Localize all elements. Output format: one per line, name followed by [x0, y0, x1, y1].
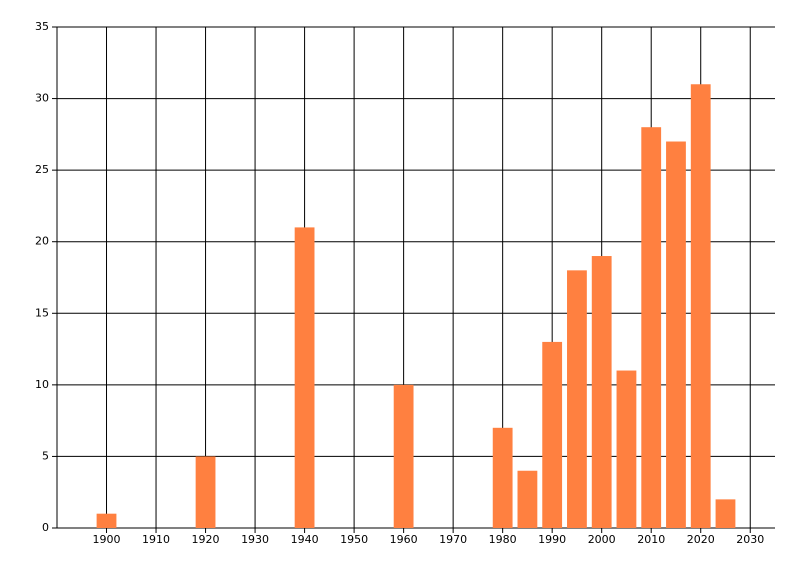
- x-tick-label: 1940: [291, 533, 319, 546]
- x-tick-label: 2030: [736, 533, 764, 546]
- bar: [517, 470, 538, 528]
- bar: [715, 499, 736, 528]
- x-tick-label: 2020: [687, 533, 715, 546]
- y-tick-label: 25: [35, 163, 49, 176]
- x-tick-label: 1910: [142, 533, 170, 546]
- x-tick-label: 1970: [439, 533, 467, 546]
- bar: [666, 141, 686, 528]
- x-tick-label: 1950: [340, 533, 368, 546]
- bar: [641, 127, 662, 528]
- bar: [294, 227, 315, 528]
- bar: [195, 456, 216, 528]
- x-tick-label: 1980: [489, 533, 517, 546]
- bar: [393, 384, 414, 528]
- x-tick-label: 2000: [588, 533, 616, 546]
- bar: [690, 84, 711, 528]
- bar: [96, 513, 117, 528]
- y-tick-label: 10: [35, 378, 49, 391]
- bar: [492, 427, 513, 528]
- y-tick-label: 35: [35, 20, 49, 33]
- bar: [616, 370, 637, 528]
- bar: [542, 341, 563, 528]
- y-tick-label: 0: [42, 521, 49, 534]
- x-tick-label: 1920: [192, 533, 220, 546]
- x-tick-label: 2010: [637, 533, 665, 546]
- y-tick-label: 30: [35, 92, 49, 105]
- y-tick-label: 5: [42, 449, 49, 462]
- y-tick-label: 20: [35, 235, 49, 248]
- x-tick-label: 1930: [241, 533, 269, 546]
- y-tick-label: 15: [35, 306, 49, 319]
- bar: [591, 256, 612, 528]
- bar: [567, 270, 587, 528]
- x-tick-label: 1960: [390, 533, 418, 546]
- x-tick-label: 1990: [538, 533, 566, 546]
- x-tick-label: 1900: [93, 533, 121, 546]
